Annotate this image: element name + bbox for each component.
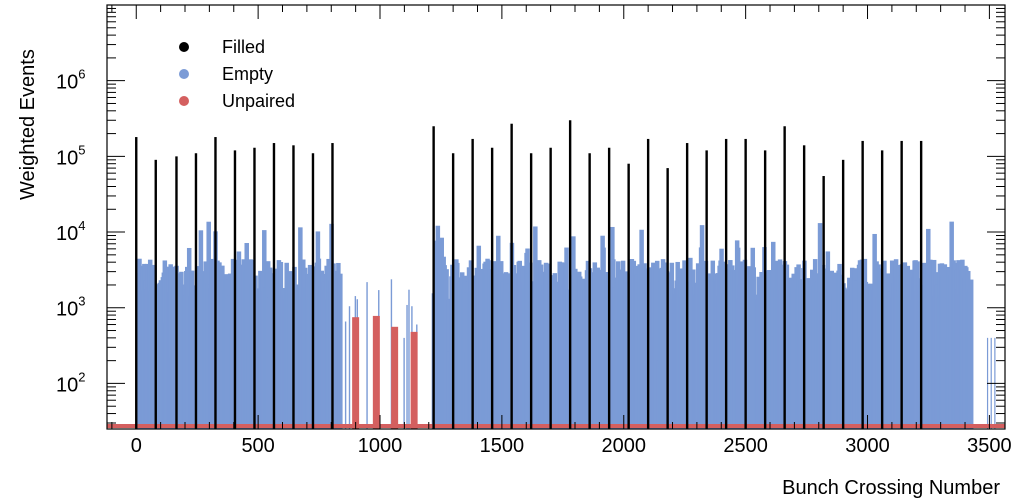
- baseline-band: [107, 424, 1005, 428]
- axis-ticks: [107, 4, 1005, 429]
- x-tick-label: 3000: [845, 435, 890, 457]
- filled-bar: [861, 140, 864, 429]
- filled-bar: [471, 138, 474, 429]
- x-tick-label: 2000: [602, 435, 647, 457]
- x-axis-title: Bunch Crossing Number: [782, 477, 1000, 498]
- filled-bar: [451, 153, 455, 429]
- y-tick-labels: 102 103 104 105 106: [56, 67, 85, 397]
- empty-bar: [339, 297, 341, 429]
- filled-bar: [568, 120, 572, 429]
- filled-bar: [432, 126, 435, 430]
- legend: Filled Empty Unpaired: [179, 37, 295, 111]
- filled-bar: [214, 137, 217, 429]
- legend-label-filled: Filled: [222, 37, 265, 57]
- empty-bar: [406, 304, 408, 429]
- y-tick-exponent: 4: [78, 218, 85, 233]
- legend-label-unpaired: Unpaired: [222, 91, 295, 111]
- filled-bar: [588, 153, 591, 429]
- unpaired-bar: [352, 317, 360, 429]
- x-tick-label: 0: [131, 435, 142, 457]
- filled-bar: [311, 153, 315, 429]
- y-tick-exponent: 2: [78, 369, 85, 384]
- filled-bar: [154, 159, 157, 429]
- empty-bar: [403, 337, 405, 429]
- empty-bar: [348, 306, 351, 429]
- empty-bar: [344, 321, 347, 429]
- filled-bar: [763, 150, 767, 429]
- filled-bar: [135, 137, 138, 429]
- legend-marker-empty: [179, 69, 189, 79]
- y-tick-label: 106: [56, 67, 85, 94]
- filled-bar: [685, 143, 689, 429]
- y-tick-label: 103: [56, 294, 85, 321]
- filled-bar: [646, 138, 650, 429]
- y-tick-label: 102: [56, 369, 85, 396]
- filled-bar: [529, 153, 533, 429]
- unpaired-bar: [372, 315, 380, 429]
- filled-bar: [175, 156, 178, 429]
- y-tick-exponent: 6: [78, 67, 85, 82]
- filled-bar: [880, 150, 884, 429]
- filled-bar: [253, 147, 256, 430]
- x-tick-label: 2500: [723, 435, 768, 457]
- filled-series-bars: [135, 120, 923, 430]
- legend-label-empty: Empty: [222, 64, 273, 84]
- x-tick-labels: 0 500 1000 1500 2000 2500 3000 3500: [131, 435, 1012, 457]
- y-tick-label: 104: [56, 218, 85, 245]
- legend-marker-unpaired: [179, 96, 189, 106]
- filled-bar: [331, 143, 334, 429]
- filled-bar: [705, 150, 708, 429]
- unpaired-bar: [391, 326, 399, 429]
- empty-series-bars: [107, 221, 1005, 429]
- filled-bar: [666, 168, 669, 429]
- filled-bar: [627, 163, 630, 430]
- y-axis-title: Weighted Events: [17, 49, 39, 200]
- filled-bar: [194, 153, 198, 429]
- filled-bar: [272, 143, 276, 429]
- empty-bar: [366, 282, 368, 429]
- filled-bar: [724, 138, 728, 429]
- y-tick-label: 105: [56, 142, 85, 169]
- empty-bar: [408, 289, 410, 429]
- legend-marker-filled: [179, 42, 189, 52]
- filled-bar: [822, 176, 825, 429]
- filled-bar: [919, 140, 923, 429]
- filled-bar: [744, 138, 747, 429]
- filled-bar: [549, 147, 552, 430]
- unpaired-bar: [410, 331, 418, 429]
- filled-bar: [490, 147, 494, 430]
- filled-bar: [292, 145, 295, 429]
- x-tick-label: 1000: [358, 435, 403, 457]
- x-tick-label: 1500: [480, 435, 525, 457]
- x-tick-label: 500: [241, 435, 274, 457]
- x-tick-label: 3500: [967, 435, 1012, 457]
- y-tick-exponent: 5: [78, 142, 85, 157]
- y-tick-exponent: 3: [78, 294, 85, 309]
- empty-bar: [968, 279, 974, 429]
- plot-frame: [106, 4, 1006, 430]
- filled-bar: [783, 126, 786, 430]
- filled-bar: [510, 123, 513, 430]
- unpaired-series-bars: [352, 315, 418, 429]
- filled-bar: [233, 150, 237, 429]
- filled-bar: [841, 159, 845, 429]
- filled-bar: [607, 147, 611, 430]
- filled-bar: [900, 140, 903, 429]
- filled-bar: [802, 145, 806, 429]
